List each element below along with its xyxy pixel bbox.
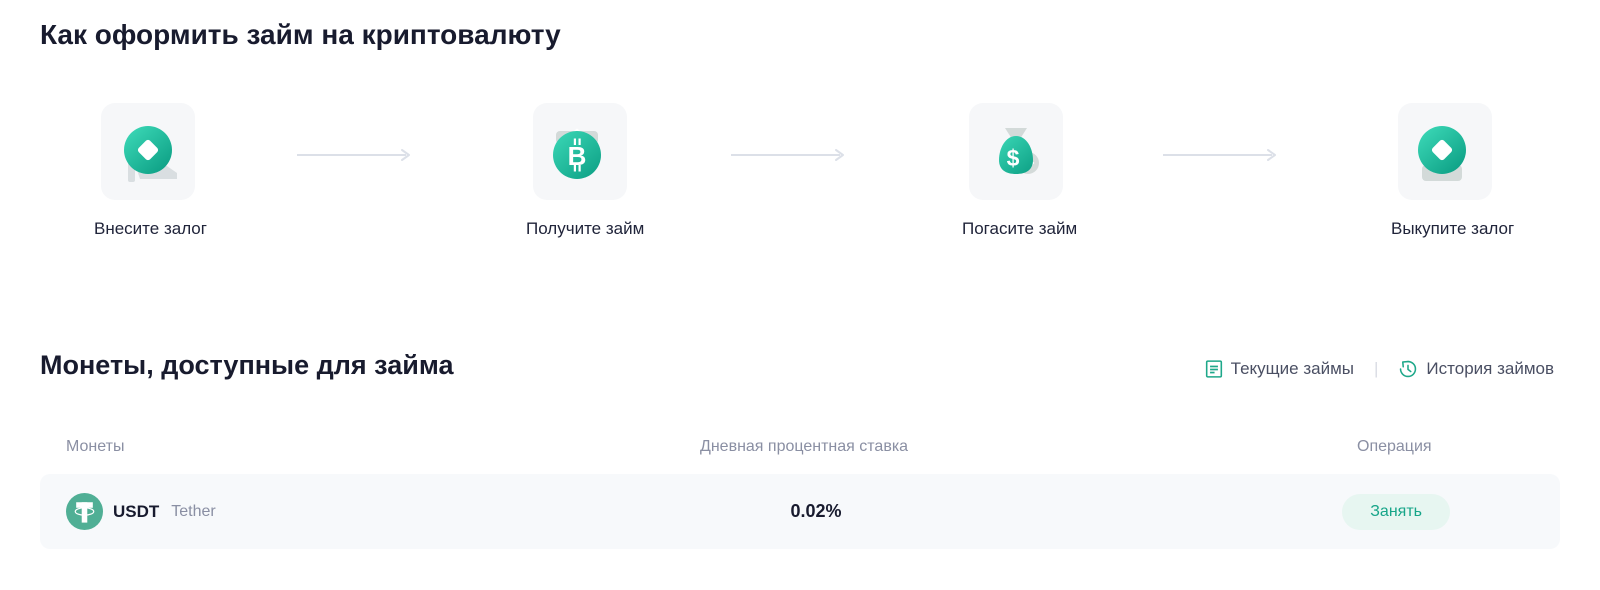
svg-text:$: $ bbox=[1007, 145, 1020, 171]
svg-text:B: B bbox=[568, 141, 587, 171]
